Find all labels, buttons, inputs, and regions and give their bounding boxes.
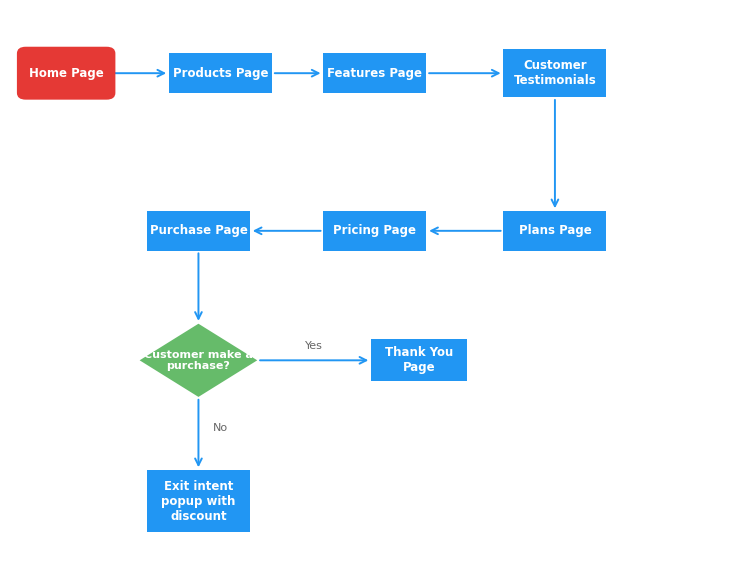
FancyBboxPatch shape: [323, 211, 426, 251]
Text: Customer make a
purchase?: Customer make a purchase?: [144, 350, 253, 371]
Text: Products Page: Products Page: [173, 66, 268, 80]
FancyBboxPatch shape: [323, 53, 426, 93]
FancyBboxPatch shape: [17, 47, 115, 100]
Text: Plans Page: Plans Page: [519, 224, 591, 238]
FancyBboxPatch shape: [169, 53, 272, 93]
Text: Home Page: Home Page: [29, 66, 104, 80]
Text: Yes: Yes: [305, 341, 323, 351]
Text: Thank You
Page: Thank You Page: [385, 346, 453, 374]
Text: Pricing Page: Pricing Page: [334, 224, 416, 238]
FancyBboxPatch shape: [503, 50, 606, 97]
Text: Features Page: Features Page: [327, 66, 423, 80]
Text: Purchase Page: Purchase Page: [149, 224, 248, 238]
Text: No: No: [213, 423, 229, 433]
FancyBboxPatch shape: [371, 339, 467, 382]
FancyBboxPatch shape: [147, 211, 250, 251]
FancyBboxPatch shape: [503, 211, 606, 251]
Text: Exit intent
popup with
discount: Exit intent popup with discount: [161, 480, 236, 522]
Text: Customer
Testimonials: Customer Testimonials: [514, 59, 596, 87]
Polygon shape: [140, 324, 257, 397]
FancyBboxPatch shape: [147, 470, 250, 532]
